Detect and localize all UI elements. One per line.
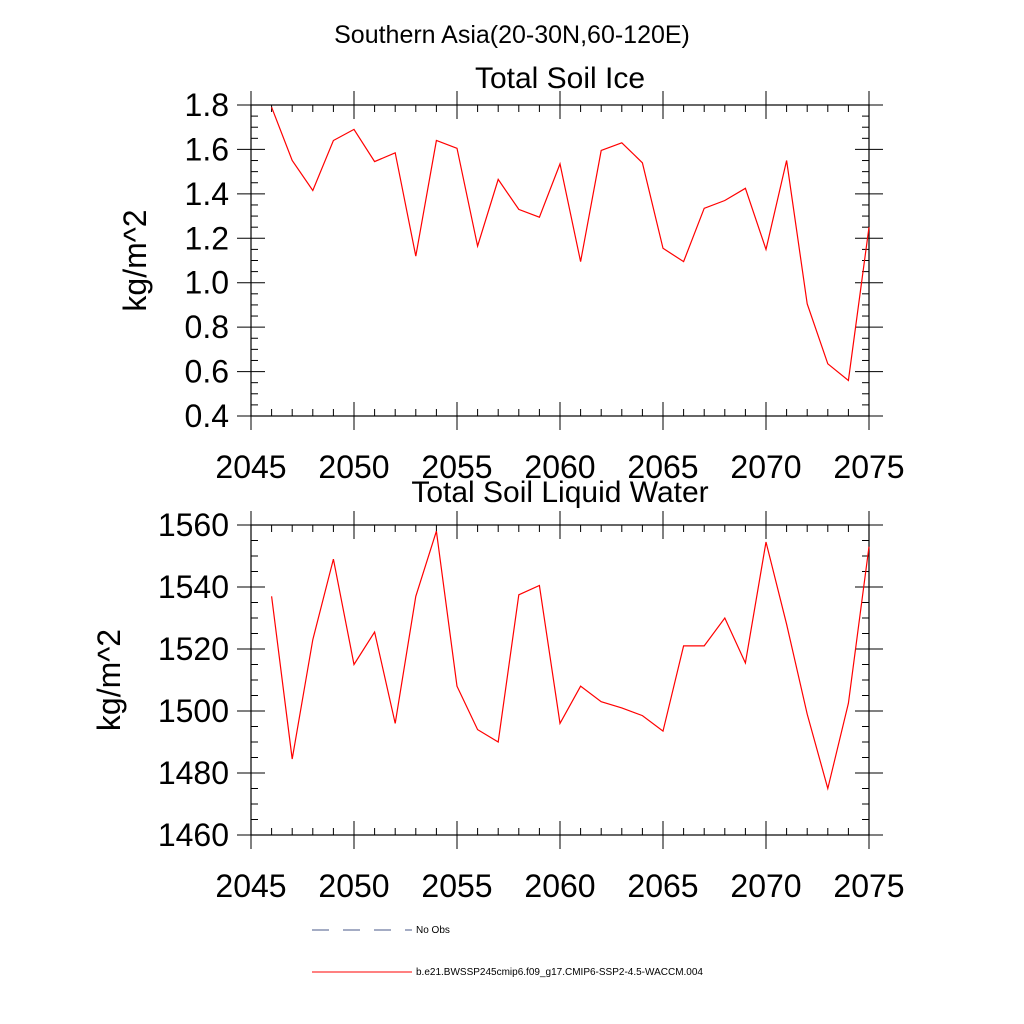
x-tick-label-2065: 2065 bbox=[627, 868, 698, 904]
chart-title: Total Soil Ice bbox=[475, 62, 645, 95]
y-tick-label-1-2: 1.2 bbox=[185, 220, 229, 256]
legend: No Obs b.e21.BWSSP245cmip6.f09_g17.CMIP6… bbox=[312, 925, 703, 978]
panel-total-soil-ice: Total Soil Ice kg/m^2 2045 2050 2055 2060 2065… bbox=[117, 62, 905, 485]
x-tick-label-2070: 2070 bbox=[730, 449, 801, 485]
y-tick-label-1-0: 1.0 bbox=[185, 265, 229, 301]
y-tick-label-1540: 1540 bbox=[158, 569, 229, 605]
y-tick-label-1-4: 1.4 bbox=[185, 176, 229, 212]
x-tick-label-2050: 2050 bbox=[318, 449, 389, 485]
plot-frame bbox=[250, 524, 870, 836]
x-tick-label-2060: 2060 bbox=[524, 868, 595, 904]
y-tick-label-0-4: 0.4 bbox=[185, 398, 229, 434]
y-tick-label-1500: 1500 bbox=[158, 693, 229, 729]
plot-frame bbox=[250, 104, 870, 417]
x-tick-label-2065: 2065 bbox=[627, 449, 698, 485]
x-tick-label-2045: 2045 bbox=[215, 449, 286, 485]
x-tick-label-2075: 2075 bbox=[833, 449, 904, 485]
y-tick-label-1-8: 1.8 bbox=[185, 87, 229, 123]
y-tick-label-0-8: 0.8 bbox=[185, 309, 229, 345]
y-tick-label-1520: 1520 bbox=[158, 631, 229, 667]
legend-label-model-run: b.e21.BWSSP245cmip6.f09_g17.CMIP6-SSP2-4… bbox=[416, 967, 703, 978]
y-tick-label-1480: 1480 bbox=[158, 755, 229, 791]
panel-total-soil-liquid-water: Total Soil Liquid Water kg/m^2 2045 2050 205… bbox=[91, 476, 905, 904]
x-tick-label-2075: 2075 bbox=[833, 868, 904, 904]
y-tick-label-1-6: 1.6 bbox=[185, 131, 229, 167]
series-line-model-run bbox=[271, 106, 870, 382]
x-tick-label-2045: 2045 bbox=[215, 868, 286, 904]
legend-label-no-obs: No Obs bbox=[416, 925, 450, 936]
figure-suptitle: Southern Asia(20-30N,60-120E) bbox=[334, 21, 690, 49]
x-tick-label-2050: 2050 bbox=[318, 868, 389, 904]
chart-title: Total Soil Liquid Water bbox=[411, 476, 708, 509]
y-tick-label-1460: 1460 bbox=[158, 817, 229, 853]
y-axis-label: kg/m^2 bbox=[91, 629, 127, 731]
y-tick-label-0-6: 0.6 bbox=[185, 354, 229, 390]
y-tick-label-1560: 1560 bbox=[158, 507, 229, 543]
x-tick-label-2070: 2070 bbox=[730, 868, 801, 904]
x-tick-label-2055: 2055 bbox=[421, 868, 492, 904]
x-tick-label-2060: 2060 bbox=[524, 449, 595, 485]
x-tick-label-2055: 2055 bbox=[421, 449, 492, 485]
y-axis-label: kg/m^2 bbox=[117, 209, 153, 311]
series-line-model-run bbox=[271, 531, 870, 791]
